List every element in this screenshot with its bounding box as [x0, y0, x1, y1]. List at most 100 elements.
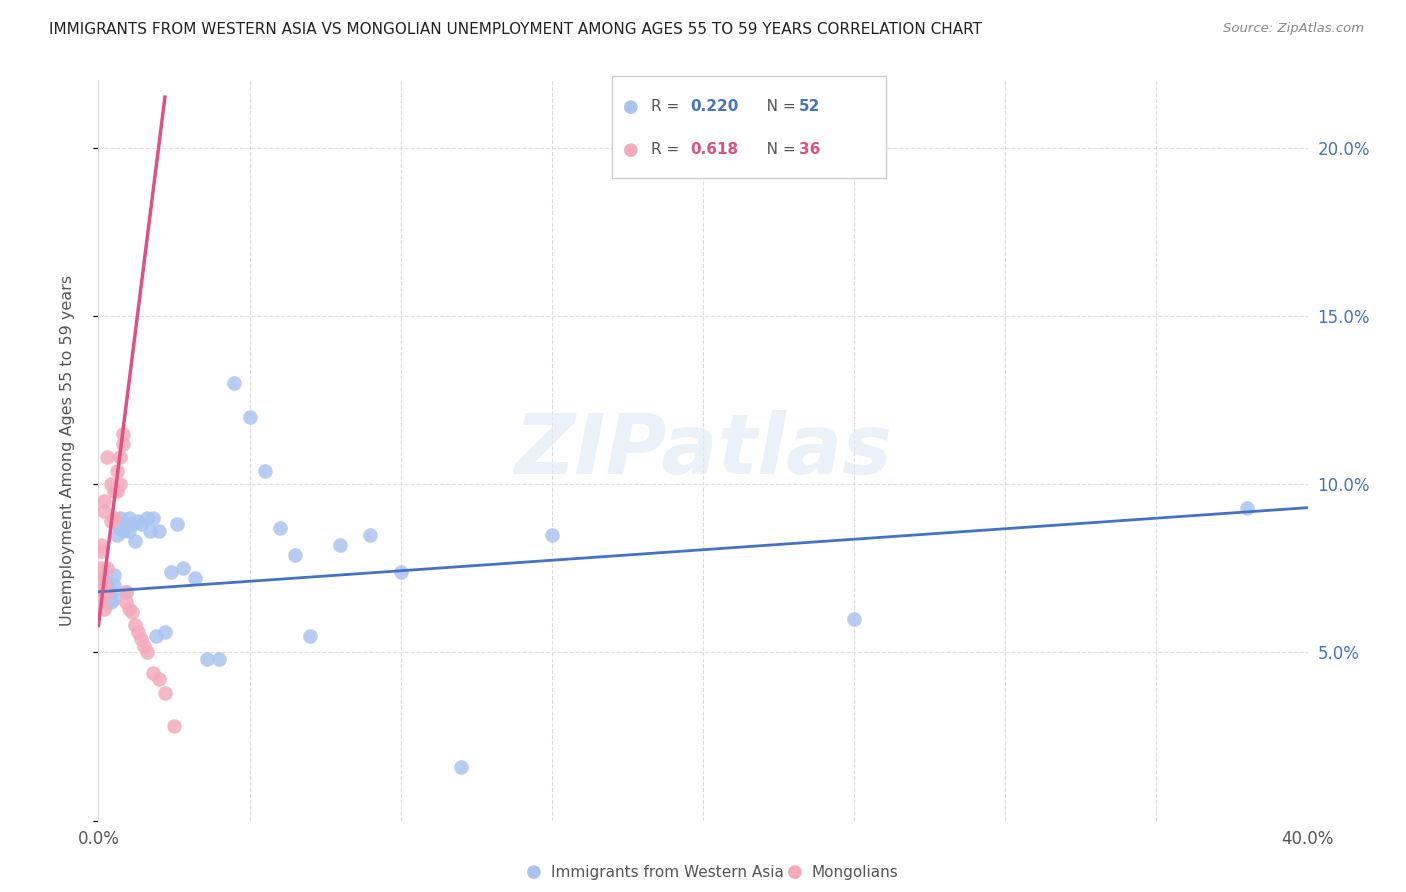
Point — [253, 464, 276, 478]
Point — [111, 426, 134, 441]
Point — [114, 584, 136, 599]
Text: R =: R = — [651, 142, 685, 157]
Point — [124, 534, 146, 549]
Point — [135, 645, 157, 659]
Point — [284, 548, 307, 562]
Point — [111, 524, 134, 539]
Point — [132, 639, 155, 653]
Point — [90, 544, 112, 558]
Point — [108, 450, 131, 465]
Point — [108, 510, 131, 524]
Point — [93, 494, 115, 508]
Point — [90, 584, 112, 599]
Point — [93, 591, 115, 606]
Point — [93, 578, 115, 592]
Point — [118, 510, 141, 524]
Point — [93, 574, 115, 589]
Point — [269, 521, 291, 535]
Point — [90, 561, 112, 575]
Point — [105, 517, 128, 532]
Point — [96, 561, 118, 575]
Point — [127, 514, 149, 528]
Point — [224, 376, 246, 391]
Point — [135, 510, 157, 524]
Point — [103, 568, 125, 582]
Point — [121, 605, 143, 619]
Point — [90, 538, 112, 552]
Point — [160, 565, 183, 579]
Point — [208, 652, 231, 666]
Point — [90, 571, 112, 585]
Point — [844, 612, 866, 626]
Text: Source: ZipAtlas.com: Source: ZipAtlas.com — [1223, 22, 1364, 36]
Point — [166, 517, 188, 532]
Text: 0.618: 0.618 — [690, 142, 738, 157]
Point — [360, 527, 382, 541]
Point — [100, 477, 122, 491]
Point — [100, 514, 122, 528]
Point — [96, 584, 118, 599]
Point — [148, 673, 170, 687]
Point — [96, 582, 118, 596]
Point — [145, 628, 167, 642]
Point — [96, 450, 118, 465]
Point — [299, 628, 322, 642]
Point — [1236, 500, 1258, 515]
Point — [114, 584, 136, 599]
Point — [90, 584, 112, 599]
Text: ZIPatlas: ZIPatlas — [515, 410, 891, 491]
Point — [108, 521, 131, 535]
Point — [93, 504, 115, 518]
Point — [93, 584, 115, 599]
Point — [153, 625, 176, 640]
Point — [105, 483, 128, 498]
Point — [239, 409, 262, 424]
Text: N =: N = — [752, 99, 800, 114]
Y-axis label: Unemployment Among Ages 55 to 59 years: Unemployment Among Ages 55 to 59 years — [60, 275, 75, 626]
Point — [184, 571, 207, 585]
Point — [142, 510, 165, 524]
Point — [108, 477, 131, 491]
Point — [540, 527, 562, 541]
Point — [100, 595, 122, 609]
Point — [121, 517, 143, 532]
Text: Mongolians: Mongolians — [811, 865, 898, 880]
Point — [389, 565, 412, 579]
Text: ●: ● — [623, 97, 640, 116]
Point — [118, 601, 141, 615]
Text: ●: ● — [526, 863, 543, 881]
Point — [103, 510, 125, 524]
Text: 52: 52 — [799, 99, 820, 114]
Point — [163, 719, 186, 733]
Point — [100, 584, 122, 599]
Text: N =: N = — [752, 142, 800, 157]
Point — [139, 524, 162, 539]
Point — [105, 464, 128, 478]
Point — [96, 595, 118, 609]
Point — [118, 524, 141, 539]
Point — [129, 517, 152, 532]
Point — [93, 601, 115, 615]
Point — [329, 538, 352, 552]
Point — [96, 588, 118, 602]
Point — [127, 625, 149, 640]
Point — [124, 618, 146, 632]
Point — [103, 578, 125, 592]
Point — [96, 574, 118, 589]
Point — [105, 527, 128, 541]
Point — [90, 595, 112, 609]
Text: ●: ● — [623, 141, 640, 159]
Point — [129, 632, 152, 646]
Text: 36: 36 — [799, 142, 820, 157]
Point — [111, 517, 134, 532]
Text: 0.220: 0.220 — [690, 99, 738, 114]
Point — [90, 571, 112, 585]
Point — [103, 483, 125, 498]
Point — [114, 595, 136, 609]
Point — [450, 760, 472, 774]
Point — [195, 652, 218, 666]
Point — [148, 524, 170, 539]
Point — [142, 665, 165, 680]
Text: IMMIGRANTS FROM WESTERN ASIA VS MONGOLIAN UNEMPLOYMENT AMONG AGES 55 TO 59 YEARS: IMMIGRANTS FROM WESTERN ASIA VS MONGOLIA… — [49, 22, 983, 37]
Point — [153, 686, 176, 700]
